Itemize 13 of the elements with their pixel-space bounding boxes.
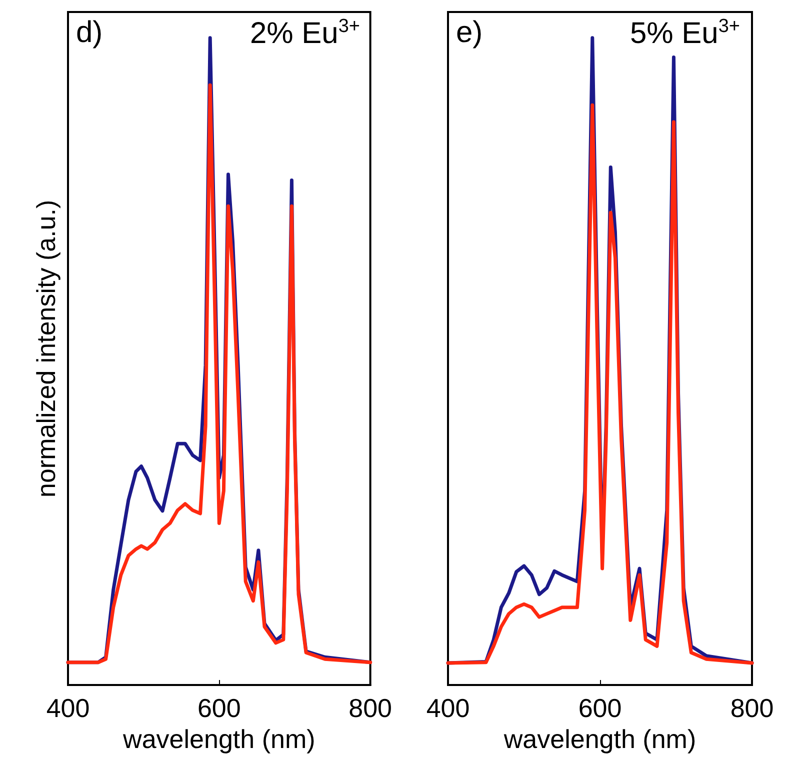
- y-axis-title: normalized intensity (a.u.): [31, 200, 62, 498]
- annotation: e): [456, 16, 483, 50]
- x-tick-label: 400: [46, 693, 90, 723]
- annotation: 5% Eu$^{3+}$: [630, 16, 740, 51]
- x-tick-label: 800: [348, 693, 392, 723]
- x-tick-label: 600: [578, 693, 622, 723]
- x-tick-label: 400: [426, 693, 470, 723]
- annotation: d): [76, 16, 103, 50]
- annotation: 2% Eu$^{3+}$: [250, 16, 360, 51]
- x-axis-title: wavelength (nm): [502, 724, 696, 754]
- x-tick-label: 800: [730, 693, 774, 723]
- x-axis-title: wavelength (nm): [122, 724, 316, 754]
- x-tick-label: 600: [197, 693, 241, 723]
